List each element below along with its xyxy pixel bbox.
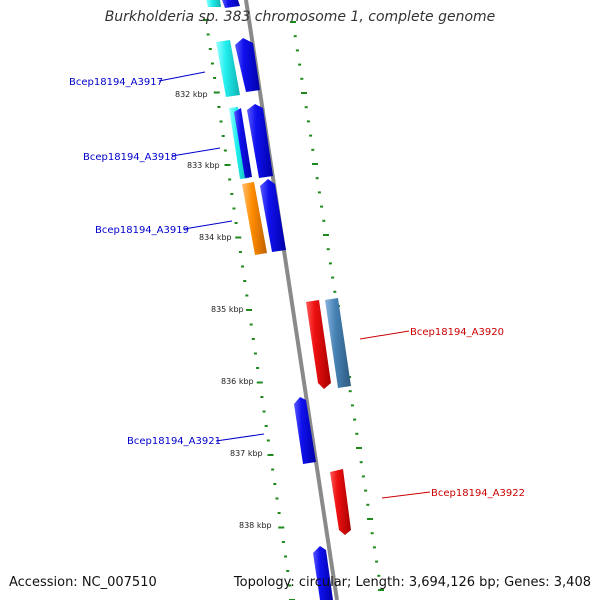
callout-line xyxy=(381,491,431,499)
gene-arrow-bcep18194-a3917[interactable] xyxy=(235,38,260,92)
gene-label[interactable]: Bcep18194_A3922 xyxy=(431,488,525,499)
callout-line xyxy=(215,433,265,442)
gene-arrow-partial-top[interactable] xyxy=(206,0,240,8)
scale-label: 837 kbp xyxy=(230,449,263,458)
gene-arrow-bcep18194-a3918-inner[interactable] xyxy=(234,108,252,178)
chromosome-backbone xyxy=(244,0,339,600)
genome-summary-text: Topology: circular; Length: 3,694,126 bp… xyxy=(233,575,591,590)
scale-label: 836 kbp xyxy=(221,377,254,386)
callout-line xyxy=(171,147,221,157)
scale-ticks-inner xyxy=(203,19,295,600)
callout-line xyxy=(183,220,233,230)
callout-line xyxy=(359,330,410,340)
gene-label[interactable]: Bcep18194_A3918 xyxy=(83,152,177,163)
callout-line xyxy=(158,71,206,82)
gene-label[interactable]: Bcep18194_A3919 xyxy=(95,225,189,236)
cds-feature[interactable] xyxy=(216,40,240,97)
gene-arrow-bcep18194-a3920[interactable] xyxy=(306,300,331,389)
gene-arrow-bcep18194-a3918[interactable] xyxy=(247,104,273,178)
gene-label[interactable]: Bcep18194_A3921 xyxy=(127,436,221,447)
map-title: Burkholderia sp. 383 chromosome 1, compl… xyxy=(104,9,496,25)
gene-arrow-partial-bottom[interactable] xyxy=(313,546,333,600)
accession-text: Accession: NC_007510 xyxy=(9,575,157,590)
gene-label[interactable]: Bcep18194_A3917 xyxy=(69,77,163,88)
scale-label: 838 kbp xyxy=(239,521,272,530)
gene-arrow-bcep18194-a3919[interactable] xyxy=(260,179,286,252)
scale-label: 834 kbp xyxy=(199,233,232,242)
gene-arrow-bcep18194-a3921[interactable] xyxy=(294,397,316,464)
cds-feature[interactable] xyxy=(242,182,267,255)
gene-label[interactable]: Bcep18194_A3920 xyxy=(410,327,504,338)
scale-label: 833 kbp xyxy=(187,161,220,170)
scale-label: 835 kbp xyxy=(211,305,244,314)
gene-arrow-bcep18194-a3922[interactable] xyxy=(330,469,351,535)
cds-feature[interactable] xyxy=(325,298,351,388)
scale-label: 832 kbp xyxy=(175,90,208,99)
